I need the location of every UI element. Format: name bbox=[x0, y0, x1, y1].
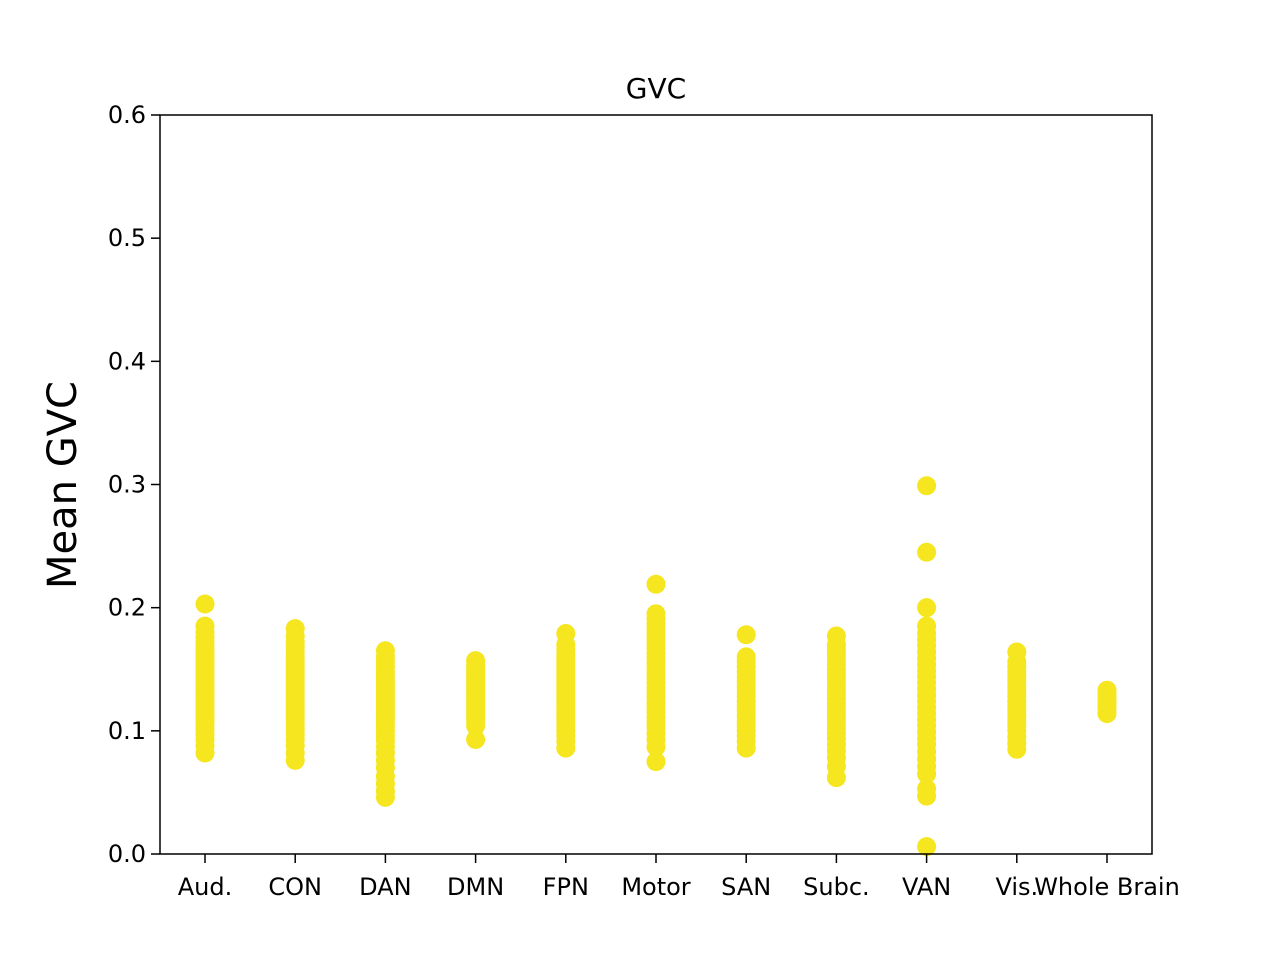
data-point bbox=[375, 641, 395, 661]
data-point bbox=[826, 626, 846, 646]
x-tick-label: DMN bbox=[447, 873, 504, 901]
plot-frame bbox=[159, 114, 1153, 855]
data-point bbox=[917, 476, 937, 496]
y-tick-label: 0.3 bbox=[108, 471, 146, 499]
x-tick-label: SAN bbox=[721, 873, 771, 901]
data-point bbox=[1007, 642, 1027, 662]
y-axis-label: Mean GVC bbox=[40, 381, 86, 589]
data-point bbox=[917, 598, 937, 618]
x-tick-label: Subc. bbox=[803, 873, 870, 901]
data-point bbox=[195, 616, 215, 636]
data-point bbox=[646, 604, 666, 624]
y-tick-label: 0.1 bbox=[108, 717, 146, 745]
data-point bbox=[736, 647, 756, 667]
y-tick-label: 0.5 bbox=[108, 224, 146, 252]
y-tick-label: 0.0 bbox=[108, 840, 146, 868]
data-point bbox=[646, 574, 666, 594]
x-tick-label: Motor bbox=[621, 873, 690, 901]
y-tick-label: 0.2 bbox=[108, 594, 146, 622]
data-point bbox=[646, 752, 666, 772]
x-tick-label: Vis. bbox=[995, 873, 1038, 901]
data-point bbox=[195, 594, 215, 614]
x-tick-label: VAN bbox=[902, 873, 951, 901]
x-tick-label: Whole Brain bbox=[1034, 873, 1180, 901]
data-point bbox=[917, 542, 937, 562]
data-points bbox=[195, 476, 1117, 857]
y-tick-label: 0.4 bbox=[108, 347, 146, 375]
y-tick-label: 0.6 bbox=[108, 101, 146, 129]
data-point bbox=[285, 619, 305, 639]
data-point bbox=[917, 616, 937, 636]
axis-ticks: 0.0 0.1 0.2 0.3 0.4 0.5 0.6 Aud. CON DAN DMN FPN Mot… bbox=[108, 101, 1180, 901]
data-point bbox=[1097, 680, 1117, 700]
data-point bbox=[917, 779, 937, 799]
x-tick-label: CON bbox=[268, 873, 322, 901]
data-point bbox=[466, 729, 486, 749]
data-point bbox=[736, 625, 756, 645]
x-tick-label: DAN bbox=[359, 873, 411, 901]
x-tick-label: FPN bbox=[543, 873, 589, 901]
x-tick-label: Aud. bbox=[178, 873, 233, 901]
chart-title: GVC bbox=[626, 72, 686, 105]
data-point bbox=[917, 837, 937, 857]
data-point bbox=[556, 624, 576, 644]
data-point bbox=[466, 651, 486, 671]
